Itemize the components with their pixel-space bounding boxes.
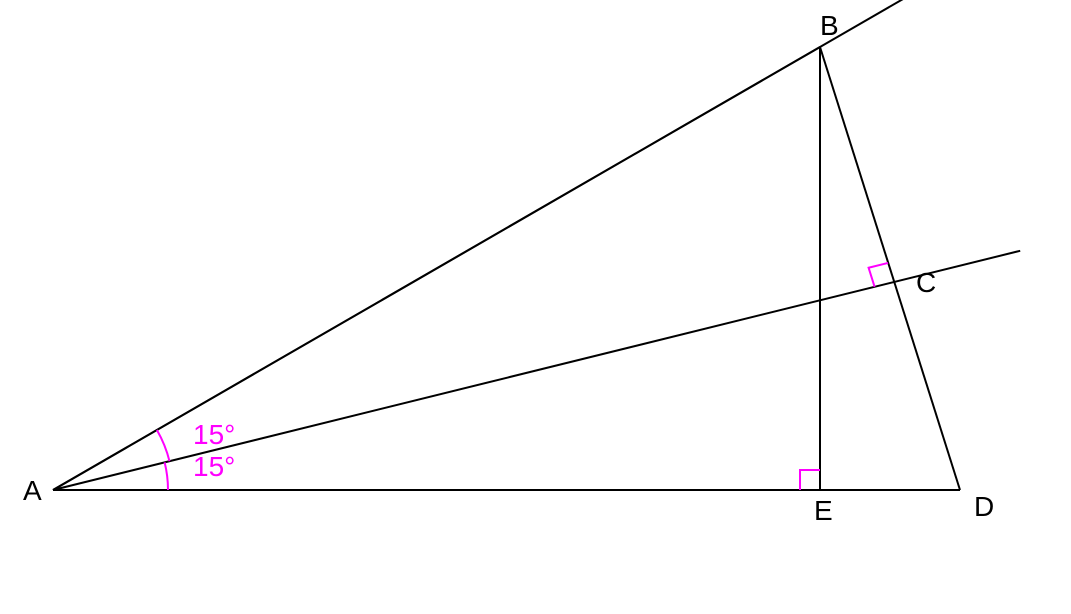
segment-B-D — [820, 47, 960, 490]
point-label-D: D — [974, 491, 994, 522]
point-label-E: E — [814, 495, 833, 526]
angle-label-0: 15° — [193, 419, 235, 450]
point-label-C: C — [916, 267, 936, 298]
angle-label-1: 15° — [193, 451, 235, 482]
angle-arc-0 — [157, 430, 170, 461]
angle-arc-1 — [165, 462, 168, 490]
point-label-B: B — [820, 10, 839, 41]
point-label-A: A — [23, 475, 42, 506]
ray-A-B — [53, 0, 924, 490]
right-angle-mark-0 — [800, 470, 820, 490]
geometry-diagram: 15°15° A B C D E — [0, 0, 1071, 614]
